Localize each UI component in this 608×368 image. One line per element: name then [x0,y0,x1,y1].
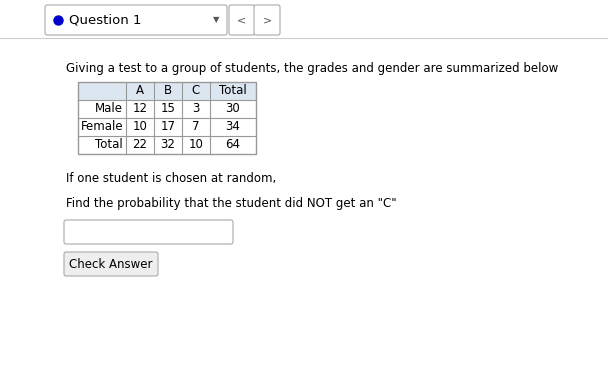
Text: ▼: ▼ [213,15,219,25]
Text: Giving a test to a group of students, the grades and gender are summarized below: Giving a test to a group of students, th… [66,62,558,75]
Text: Male: Male [95,103,123,116]
Text: 32: 32 [161,138,176,152]
Text: 64: 64 [226,138,241,152]
Bar [78,100,256,118]
Bar [78,136,256,154]
Text: Check Answer: Check Answer [69,258,153,270]
Bar [78,118,256,136]
Text: 22: 22 [133,138,148,152]
FancyBboxPatch shape [229,5,255,35]
Text: 12: 12 [133,103,148,116]
Bar [78,82,256,154]
Text: 7: 7 [192,120,200,134]
Text: 30: 30 [226,103,240,116]
Text: >: > [263,15,272,25]
Text: If one student is chosen at random,: If one student is chosen at random, [66,172,276,185]
Text: Total: Total [219,85,247,98]
Text: 15: 15 [161,103,176,116]
Text: B: B [164,85,172,98]
Text: Total: Total [95,138,123,152]
Text: 10: 10 [188,138,204,152]
Text: C: C [192,85,200,98]
Text: Question 1: Question 1 [69,14,142,26]
Text: Female: Female [80,120,123,134]
Text: 10: 10 [133,120,147,134]
Text: 3: 3 [192,103,199,116]
FancyBboxPatch shape [45,5,227,35]
FancyBboxPatch shape [254,5,280,35]
FancyBboxPatch shape [64,252,158,276]
Text: Find the probability that the student did NOT get an "C": Find the probability that the student di… [66,198,396,210]
FancyBboxPatch shape [64,220,233,244]
Bar [78,82,256,100]
Text: <: < [237,15,247,25]
Text: 34: 34 [226,120,240,134]
Text: 17: 17 [161,120,176,134]
Text: A: A [136,85,144,98]
